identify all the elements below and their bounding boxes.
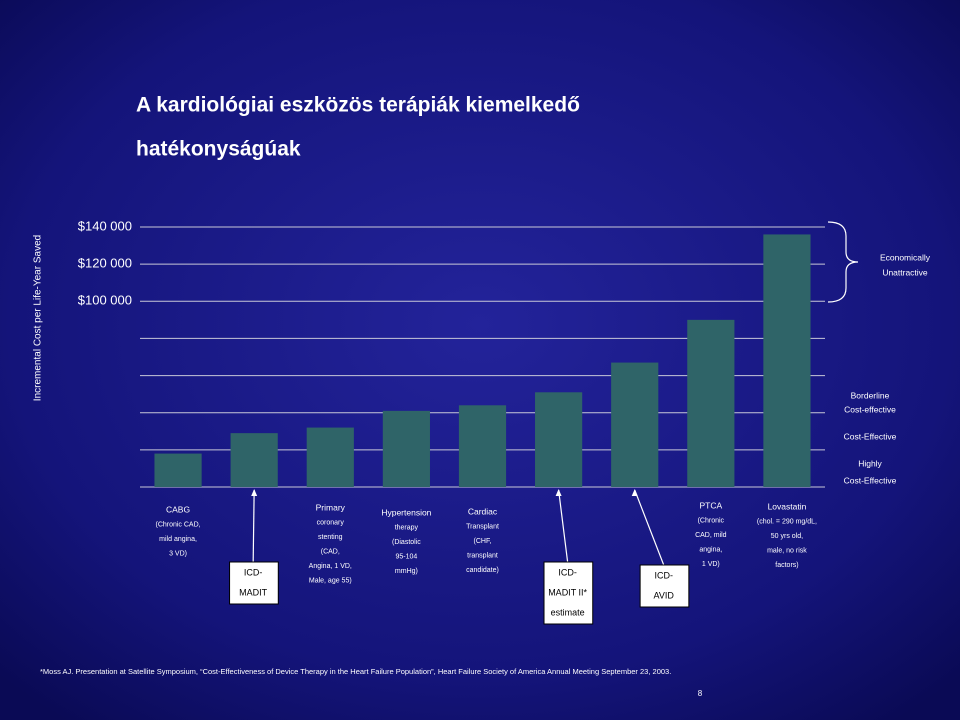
- category-label: mild angina,: [159, 536, 197, 543]
- footnote: *Moss AJ. Presentation at Satellite Symp…: [40, 667, 671, 676]
- category-label: candidate): [466, 567, 499, 574]
- category-label: Lovastatin: [768, 501, 807, 511]
- title-line: A kardiológiai eszközös terápiák kiemelk…: [136, 94, 580, 117]
- category-label: mmHg): [395, 568, 418, 575]
- bar: [687, 319, 735, 487]
- zone-label: Cost-Effective: [844, 431, 897, 441]
- category-label: 95-104: [395, 553, 417, 560]
- arrow: [252, 489, 255, 563]
- category-label: transplant: [467, 552, 498, 559]
- category-label: male, no risk: [767, 547, 807, 554]
- category-label: ICD-: [558, 567, 577, 577]
- zone-label: Cost-Effective: [844, 475, 897, 485]
- y-tick-label: $140 000: [78, 218, 132, 233]
- category-label: therapy: [395, 524, 419, 531]
- category-label: (chol. = 290 mg/dL,: [757, 518, 817, 525]
- arrow-head: [631, 489, 638, 496]
- zone-label: Economically: [880, 252, 931, 262]
- category-label: 50 yrs old,: [771, 533, 803, 540]
- bar: [382, 410, 430, 487]
- zone-label: Unattractive: [882, 267, 928, 277]
- category-label: (Diastolic: [392, 539, 421, 546]
- title-line: hatékonyságúak: [136, 138, 301, 161]
- bar: [306, 427, 354, 487]
- bar: [230, 433, 278, 487]
- y-tick-label: $100 000: [78, 293, 132, 308]
- category-label: Male, age 55): [309, 577, 352, 584]
- category-label: Transplant: [466, 523, 499, 530]
- zone-label: Borderline: [851, 390, 890, 400]
- category-label: 3 VD): [169, 550, 187, 557]
- category-label: angina,: [699, 546, 722, 553]
- category-label: factors): [775, 562, 798, 569]
- category-label: Angina, 1 VD,: [309, 563, 352, 570]
- bar: [154, 453, 202, 487]
- category-label: stenting: [318, 534, 343, 541]
- label-box: [639, 564, 690, 608]
- category-label: MADIT II*: [548, 587, 587, 597]
- category-label: PTCA: [699, 500, 722, 510]
- category-label: 1 VD): [702, 561, 720, 568]
- category-label: AVID: [654, 590, 675, 600]
- category-label: coronary: [317, 519, 345, 526]
- category-label: CAD, mild: [695, 532, 727, 539]
- page-number: 8: [698, 689, 703, 698]
- category-label: (CHF,: [474, 538, 492, 545]
- bar: [458, 405, 507, 487]
- y-tick-label: $120 000: [78, 256, 132, 271]
- bar: [611, 362, 659, 487]
- label-box: [229, 561, 279, 605]
- category-label: Hypertension: [381, 507, 431, 517]
- label-box: [543, 561, 594, 625]
- zone-label: Highly: [858, 458, 882, 468]
- category-label: (CAD,: [321, 548, 340, 555]
- arrow-head: [251, 489, 258, 496]
- arrow: [634, 489, 665, 566]
- category-label: ICD-: [244, 567, 263, 577]
- zone-label: Cost-effective: [844, 404, 896, 414]
- category-label: (Chronic: [698, 517, 725, 524]
- category-label: CABG: [166, 504, 190, 514]
- arrow: [558, 489, 569, 563]
- category-label: (Chronic CAD,: [155, 521, 200, 528]
- brace: [827, 221, 859, 303]
- category-label: Cardiac: [468, 506, 498, 516]
- category-label: Primary: [316, 502, 346, 512]
- category-label: ICD-: [654, 570, 673, 580]
- arrow-head: [555, 489, 562, 496]
- category-label: estimate: [551, 607, 585, 617]
- y-axis-label: Incremental Cost per Life-Year Saved: [33, 235, 44, 401]
- bar: [763, 234, 811, 487]
- bar: [535, 392, 583, 487]
- category-label: MADIT: [239, 587, 268, 597]
